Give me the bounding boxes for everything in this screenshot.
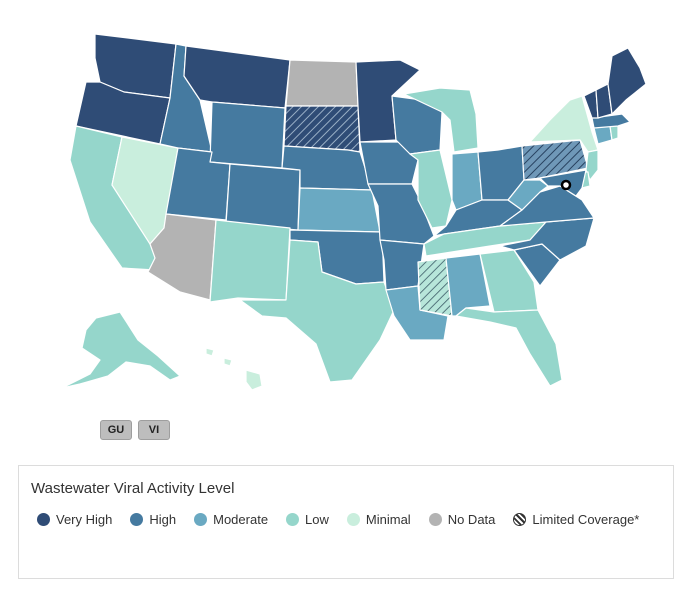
- us-map: [61, 33, 647, 391]
- state-ND[interactable]: [285, 59, 359, 107]
- us-map-container: [61, 33, 647, 391]
- state-RI[interactable]: [609, 125, 619, 141]
- state-KS[interactable]: [297, 187, 381, 233]
- legend-label: Minimal: [365, 512, 411, 527]
- legend-item-very-high: Very High: [37, 512, 112, 527]
- state-LA[interactable]: [385, 285, 449, 341]
- state-ME[interactable]: [607, 47, 647, 115]
- minimal-swatch-icon: [346, 513, 360, 526]
- state-FL[interactable]: [455, 307, 563, 387]
- state-MT[interactable]: [183, 45, 291, 109]
- no-data-swatch-icon: [428, 513, 442, 526]
- territory-vi-button[interactable]: VI: [138, 420, 170, 440]
- legend-label: No Data: [447, 512, 496, 527]
- legend-item-high: High: [130, 512, 176, 527]
- dc-marker-icon: [560, 179, 572, 191]
- legend-item-low: Low: [286, 512, 329, 527]
- state-NY[interactable]: [529, 95, 599, 153]
- state-AK[interactable]: [61, 311, 181, 389]
- high-swatch-icon: [130, 513, 144, 526]
- legend-label: High: [149, 512, 177, 527]
- legend-label: Limited Coverage*: [532, 512, 640, 527]
- legend-panel: Wastewater Viral Activity Level Very Hig…: [18, 465, 674, 579]
- state-NJ[interactable]: [585, 149, 599, 181]
- state-IL[interactable]: [409, 149, 453, 229]
- legend-items: Very High High Moderate Low Minimal No D…: [37, 512, 639, 527]
- state-AR[interactable]: [379, 239, 425, 291]
- legend-label: Very High: [56, 512, 113, 527]
- state-PA[interactable]: [521, 139, 589, 181]
- legend-item-no-data: No Data: [428, 512, 496, 527]
- legend-label: Low: [305, 512, 329, 527]
- hatch-swatch-icon: [513, 513, 527, 526]
- territory-gu-button[interactable]: GU: [100, 420, 132, 440]
- state-GA[interactable]: [479, 249, 539, 313]
- legend-item-minimal: Minimal: [346, 512, 411, 527]
- very-high-swatch-icon: [37, 513, 50, 526]
- state-WY[interactable]: [209, 101, 286, 169]
- state-HI[interactable]: [205, 347, 263, 391]
- state-CT[interactable]: [593, 125, 613, 145]
- state-MI[interactable]: [403, 87, 479, 153]
- state-NC[interactable]: [499, 217, 595, 261]
- low-swatch-icon: [286, 513, 300, 526]
- legend-label: Moderate: [213, 512, 269, 527]
- legend-item-limited-coverage: Limited Coverage*: [513, 512, 639, 527]
- state-TX[interactable]: [239, 239, 395, 383]
- state-SD[interactable]: [283, 105, 361, 153]
- state-NM[interactable]: [209, 219, 291, 303]
- legend-title: Wastewater Viral Activity Level: [31, 480, 235, 497]
- legend-item-moderate: Moderate: [194, 512, 268, 527]
- state-CO[interactable]: [225, 163, 301, 231]
- moderate-swatch-icon: [194, 513, 208, 526]
